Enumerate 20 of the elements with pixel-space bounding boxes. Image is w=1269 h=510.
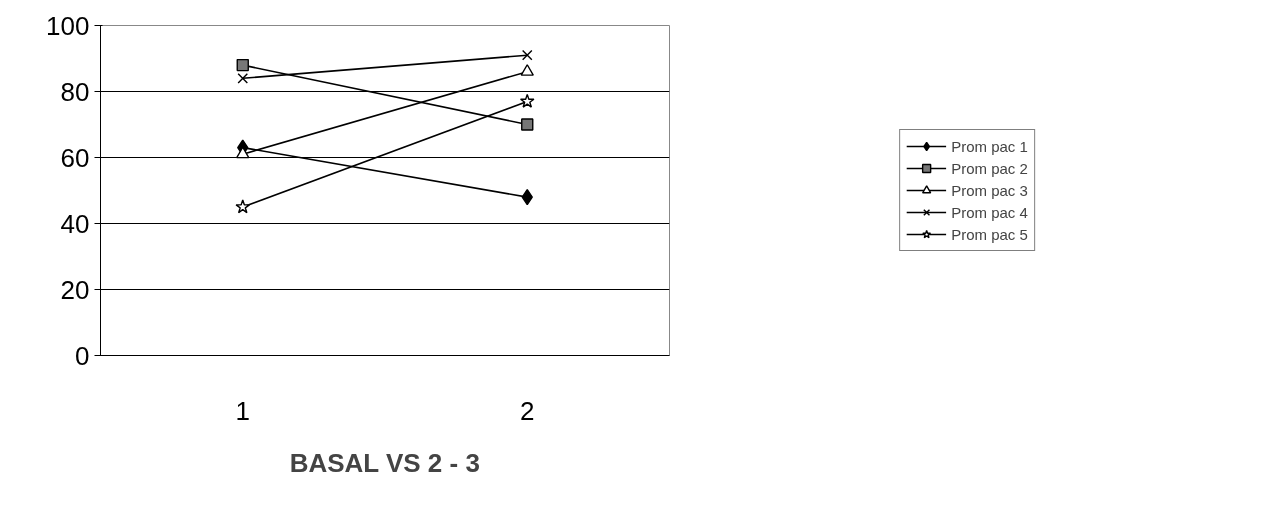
point <box>236 58 249 72</box>
legend-label: Prom pac 5 <box>951 225 1028 243</box>
point <box>235 199 251 214</box>
y-tick-label: 80 <box>60 76 90 107</box>
point <box>521 49 533 61</box>
y-tick-label: 40 <box>60 208 90 239</box>
y-tick-label: 20 <box>60 274 90 305</box>
point <box>519 93 535 108</box>
x-tick-label: 1 <box>235 395 250 426</box>
legend-label: Prom pac 4 <box>951 203 1028 221</box>
legend-label: Prom pac 2 <box>951 159 1028 177</box>
y-tick-label: 0 <box>75 340 90 371</box>
x-tick-label: 2 <box>520 395 535 426</box>
point <box>237 73 249 84</box>
legend-label: Prom pac 1 <box>951 137 1028 155</box>
x-axis-title: BASAL VS 2 - 3 <box>289 447 480 478</box>
legend-label: Prom pac 3 <box>951 181 1028 199</box>
y-tick-label: 60 <box>60 142 90 173</box>
y-tick-label: 100 <box>46 10 90 41</box>
point <box>521 118 534 131</box>
